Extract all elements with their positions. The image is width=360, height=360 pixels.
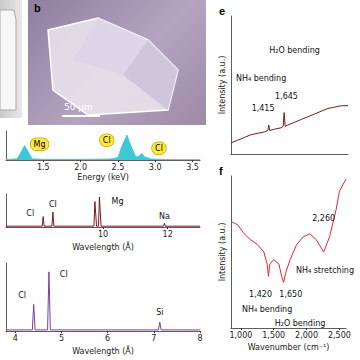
svg-text:2,500: 2,500: [328, 331, 351, 340]
svg-text:Si: Si: [156, 308, 163, 317]
svg-text:Mg: Mg: [112, 197, 124, 206]
svg-text:H₂O bending: H₂O bending: [275, 319, 326, 328]
svg-text:Cl: Cl: [103, 136, 111, 145]
svg-text:2.5: 2.5: [112, 163, 125, 172]
svg-text:Energy (keV): Energy (keV): [77, 173, 129, 182]
svg-text:Wavelength (Å): Wavelength (Å): [72, 345, 134, 356]
svg-text:12: 12: [163, 230, 173, 239]
svg-text:f: f: [219, 165, 223, 177]
html-text:50 μm: 50 μm: [64, 102, 93, 112]
svg-text:3.0: 3.0: [149, 163, 162, 172]
svg-text:Cl: Cl: [26, 209, 34, 218]
svg-text:NH₄ bending: NH₄ bending: [242, 305, 292, 314]
svg-text:1,420: 1,420: [249, 290, 272, 299]
svg-text:Na: Na: [159, 212, 170, 221]
svg-text:1,650: 1,650: [279, 290, 302, 299]
svg-text:10: 10: [98, 230, 108, 239]
svg-text:Cl: Cl: [155, 144, 163, 153]
svg-text:Wavenumber (cm⁻¹): Wavenumber (cm⁻¹): [248, 343, 330, 352]
svg-text:1,645: 1,645: [275, 92, 298, 101]
svg-text:Intensity (a.u.): Intensity (a.u.): [218, 56, 227, 115]
html-text:b: b: [34, 2, 41, 14]
svg-text:Cl: Cl: [60, 270, 68, 279]
svg-text:Wavelength (Å): Wavelength (Å): [72, 241, 134, 252]
svg-text:5: 5: [59, 334, 64, 343]
svg-text:7: 7: [151, 334, 156, 343]
svg-text:NH₄ stretching: NH₄ stretching: [296, 266, 354, 275]
svg-text:4: 4: [13, 334, 18, 343]
svg-text:1,000: 1,000: [229, 331, 252, 340]
svg-text:1,415: 1,415: [252, 104, 275, 113]
svg-text:e: e: [219, 5, 225, 17]
svg-text:1,500: 1,500: [262, 331, 285, 340]
svg-text:Mg: Mg: [34, 140, 46, 149]
svg-text:8: 8: [197, 334, 202, 343]
svg-text:6: 6: [105, 334, 110, 343]
svg-text:H₂O bending: H₂O bending: [269, 46, 320, 55]
svg-text:Cl: Cl: [18, 291, 26, 300]
svg-text:3.5: 3.5: [186, 163, 199, 172]
svg-text:Intensity (a.u.): Intensity (a.u.): [218, 223, 227, 282]
svg-text:2.0: 2.0: [74, 163, 87, 172]
svg-text:2,000: 2,000: [295, 331, 318, 340]
svg-text:1.5: 1.5: [37, 163, 50, 172]
svg-text:Cl: Cl: [49, 200, 57, 209]
svg-text:NH₄ bending: NH₄ bending: [236, 74, 286, 83]
svg-text:2,260: 2,260: [312, 214, 335, 223]
